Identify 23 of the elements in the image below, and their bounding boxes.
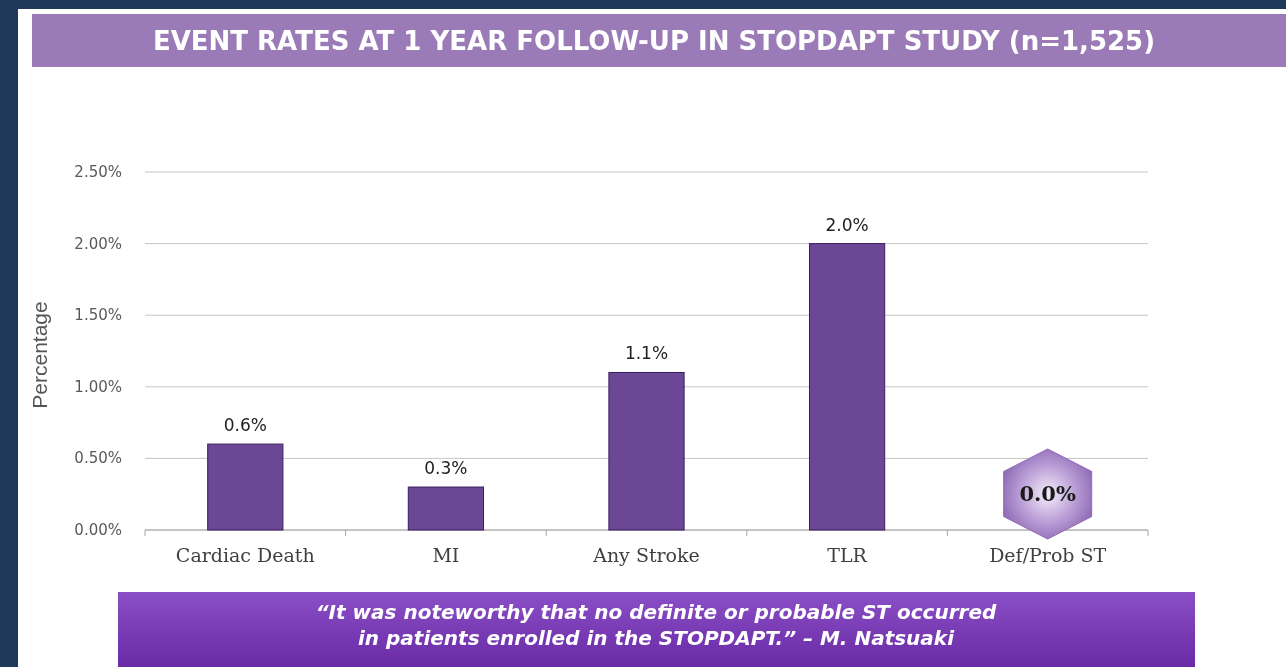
y-tick-label: 0.50% [74,449,122,468]
x-tick-label: TLR [827,544,868,566]
chart-title: EVENT RATES AT 1 YEAR FOLLOW-UP IN STOPDAPT STUDY (n=1,525) [152,26,1156,56]
data-label: 2.0% [825,214,869,235]
bar [608,371,685,531]
x-tick-label: Cardiac Death [175,544,315,566]
x-tick-label: MI [432,544,460,566]
bar [407,486,485,531]
y-tick-label: 2.00% [74,234,122,253]
bar [207,443,284,531]
data-label: 0.6% [223,415,267,436]
y-tick-label: 2.50% [74,163,122,181]
data-label: 1.1% [624,343,669,364]
x-tick-label: Def/Prob ST [989,544,1107,566]
data-label: 0.3% [424,458,468,479]
y-axis-title: Percentage [28,301,51,409]
bar [808,243,886,531]
data-label: 0.0% [1019,481,1076,506]
x-tick-label: Any Stroke [592,544,700,566]
y-tick-label: 0.00% [74,521,122,539]
y-tick-label: 1.50% [74,306,122,325]
y-tick-label: 1.00% [74,377,122,396]
text: “It was noteworthy that no definite or probable ST occurred in patients enrolled in the STOPDAPT.” – M. Natsuaki [315,600,997,650]
